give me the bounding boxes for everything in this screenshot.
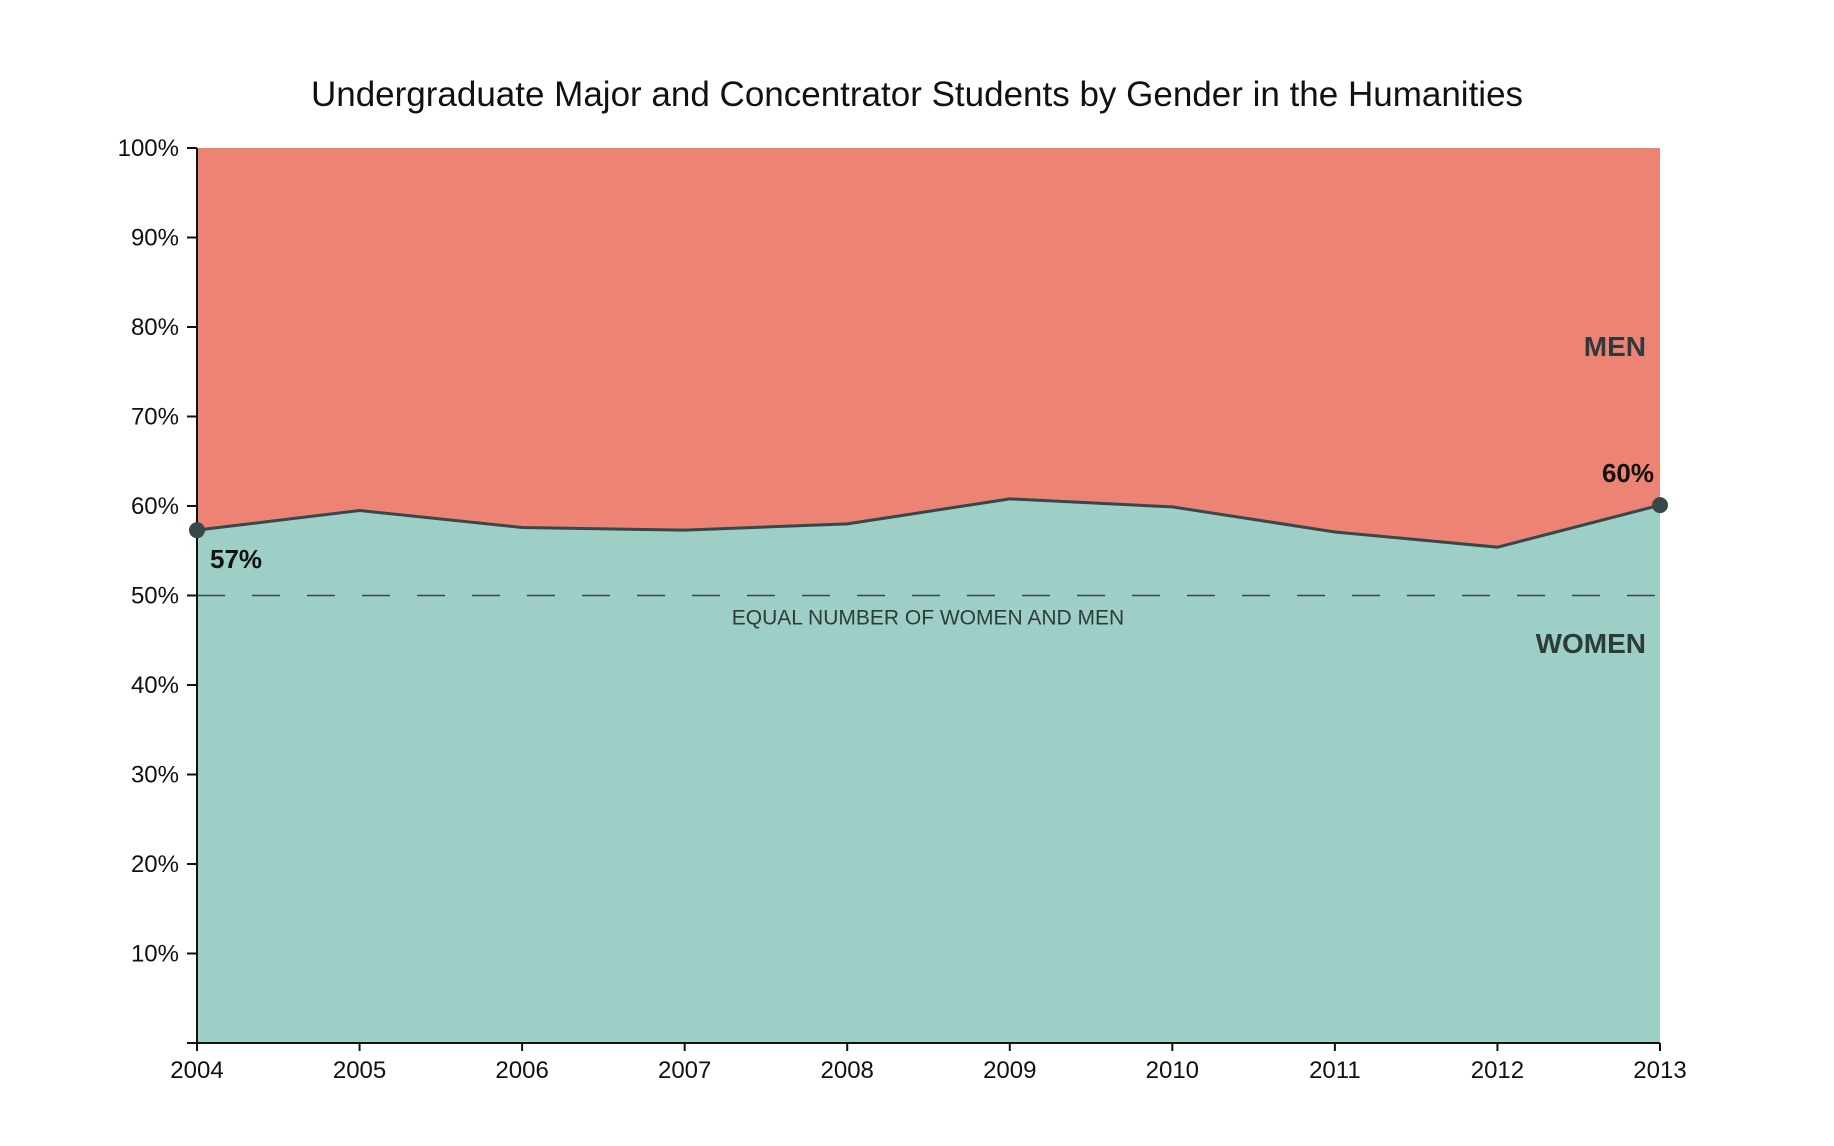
y-tick-label: 30% — [131, 762, 179, 789]
y-tick-label: 90% — [131, 225, 179, 252]
y-tick-label: 20% — [131, 851, 179, 878]
x-tick-label: 2010 — [1146, 1057, 1199, 1084]
x-tick-label: 2005 — [333, 1057, 386, 1084]
y-tick-label: 80% — [131, 314, 179, 341]
x-tick-label: 2009 — [983, 1057, 1036, 1084]
y-tick-label: 100% — [118, 135, 179, 162]
x-tick-label: 2013 — [1633, 1057, 1686, 1084]
men-area — [197, 148, 1660, 548]
x-tick-label: 2007 — [658, 1057, 711, 1084]
y-tick-label: 50% — [131, 583, 179, 610]
y-tick-label: 40% — [131, 672, 179, 699]
women-area — [197, 498, 1660, 1044]
men-area-label: MEN — [1584, 331, 1646, 362]
women-area-label: WOMEN — [1536, 628, 1646, 659]
plot-area: EQUAL NUMBER OF WOMEN AND MEN 10% 20% 30% 40… — [118, 135, 1687, 1084]
chart-title: Undergraduate Major and Concentrator Stu… — [311, 75, 1523, 114]
x-tick-label: 2006 — [495, 1057, 548, 1084]
y-tick-label: 70% — [131, 404, 179, 431]
women-share-line — [196, 497, 1661, 549]
x-tick-label: 2004 — [170, 1057, 223, 1084]
end-point-marker — [1652, 497, 1668, 514]
end-value-label: 60% — [1602, 458, 1654, 488]
x-tick-label: 2008 — [821, 1057, 874, 1084]
start-point-marker — [189, 522, 205, 539]
equal-reference-label: EQUAL NUMBER OF WOMEN AND MEN — [732, 607, 1124, 630]
y-tick-label: 60% — [131, 493, 179, 520]
y-tick-label: 10% — [131, 941, 179, 968]
x-tick-label: 2011 — [1309, 1057, 1361, 1084]
x-tick-label: 2012 — [1471, 1057, 1524, 1084]
start-value-label: 57% — [210, 544, 262, 574]
